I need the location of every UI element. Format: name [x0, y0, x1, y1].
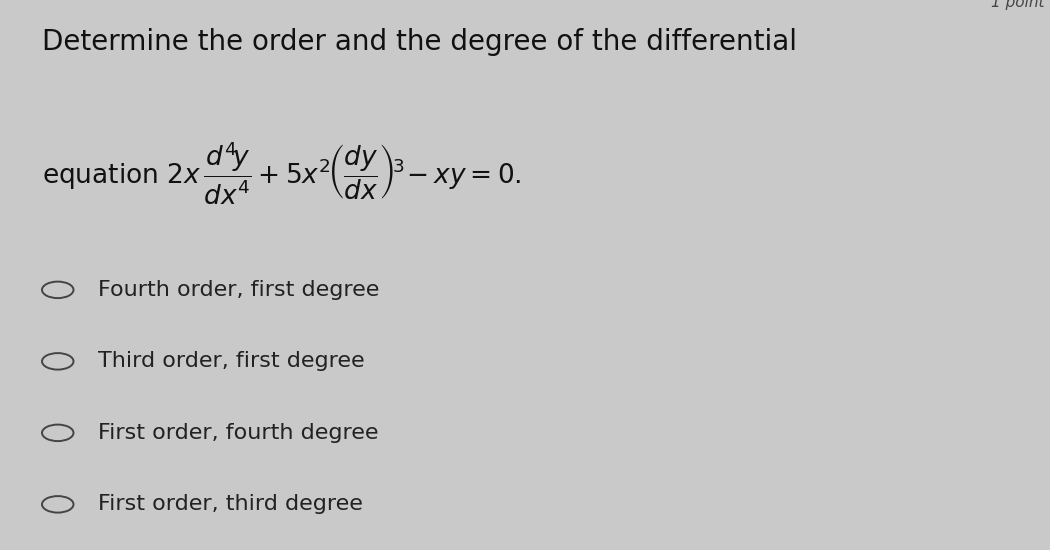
- Text: Determine the order and the degree of the differential: Determine the order and the degree of th…: [42, 28, 797, 56]
- Text: 1 point: 1 point: [991, 0, 1045, 9]
- Text: First order, third degree: First order, third degree: [98, 494, 362, 514]
- Text: First order, fourth degree: First order, fourth degree: [98, 423, 378, 443]
- Text: equation $2x\,\dfrac{d^4\!y}{dx^4} + 5x^2\!\left(\dfrac{dy}{dx}\right)^{\!3}\! -: equation $2x\,\dfrac{d^4\!y}{dx^4} + 5x^…: [42, 140, 522, 207]
- Text: Third order, first degree: Third order, first degree: [98, 351, 364, 371]
- Text: Fourth order, first degree: Fourth order, first degree: [98, 280, 379, 300]
